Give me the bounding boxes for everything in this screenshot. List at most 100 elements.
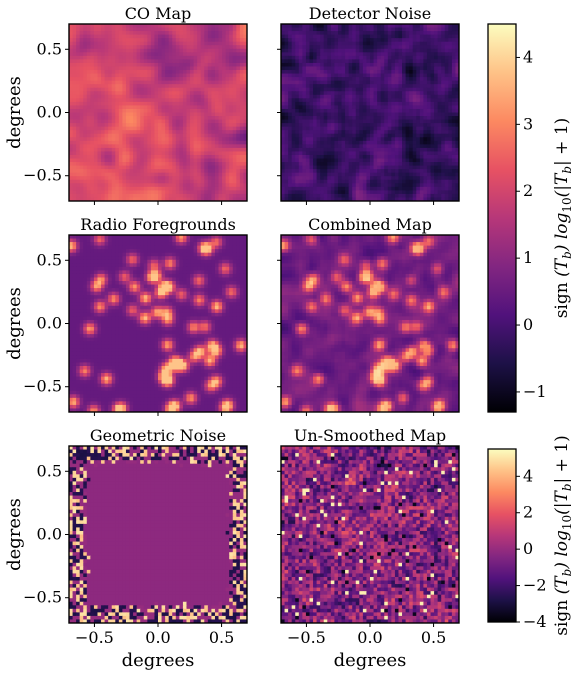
- heatmap-cell: [380, 91, 385, 96]
- heatmap-cell: [204, 123, 209, 128]
- heatmap-cell: [434, 179, 439, 184]
- heatmap-cell: [327, 126, 332, 131]
- heatmap-cell: [140, 116, 145, 121]
- heatmap-cell: [204, 73, 209, 78]
- heatmap-cell: [352, 101, 357, 107]
- heatmap-cell: [359, 105, 364, 110]
- heatmap-cell: [373, 186, 378, 191]
- heatmap-cell: [284, 176, 289, 181]
- heatmap-cell: [136, 179, 141, 184]
- heatmap-cell: [402, 55, 407, 60]
- heatmap-cell: [140, 31, 145, 36]
- heatmap-cell: [122, 197, 127, 201]
- heatmap-cell: [200, 165, 205, 170]
- heatmap-cell: [229, 94, 234, 99]
- heatmap-cell: [115, 31, 120, 36]
- heatmap-cell: [104, 73, 109, 78]
- heatmap-cell: [288, 105, 293, 110]
- heatmap-cell: [140, 105, 145, 110]
- heatmap-cell: [313, 133, 318, 138]
- heatmap-cell: [115, 190, 120, 195]
- heatmap-cell: [236, 52, 241, 57]
- heatmap-cell: [115, 169, 120, 174]
- heatmap-cell: [104, 190, 109, 195]
- heatmap-cell: [309, 84, 314, 89]
- heatmap-cell: [93, 31, 99, 36]
- heatmap-cell: [370, 66, 375, 71]
- heatmap-cell: [122, 190, 127, 195]
- heatmap-cell: [416, 162, 421, 167]
- heatmap-cell: [437, 186, 442, 191]
- heatmap-cell: [355, 158, 360, 163]
- heatmap-cell: [298, 147, 303, 153]
- heatmap-cell: [122, 80, 127, 85]
- heatmap-cell: [125, 38, 131, 43]
- heatmap-cell: [451, 98, 457, 103]
- heatmap-cell: [313, 91, 318, 96]
- heatmap-cell: [186, 140, 191, 145]
- heatmap-cell: [355, 186, 360, 191]
- heatmap-cell: [327, 172, 332, 177]
- heatmap-cell: [86, 105, 91, 110]
- heatmap-cell: [355, 197, 360, 201]
- heatmap-cell: [211, 55, 216, 60]
- heatmap-cell: [197, 66, 202, 71]
- heatmap-cell: [133, 123, 138, 128]
- heatmap-cell: [243, 133, 247, 138]
- heatmap-cell: [239, 108, 245, 114]
- heatmap-cell: [111, 158, 116, 163]
- heatmap-cell: [190, 151, 195, 156]
- heatmap-cell: [370, 144, 375, 149]
- heatmap-cell: [305, 162, 311, 167]
- heatmap-cell: [193, 94, 198, 99]
- heatmap-cell: [243, 116, 247, 121]
- heatmap-cell: [90, 41, 95, 46]
- heatmap-cell: [334, 31, 339, 36]
- heatmap-cell: [359, 98, 364, 103]
- heatmap-cell: [391, 176, 396, 181]
- heatmap-cell: [101, 38, 106, 43]
- heatmap-cell: [243, 137, 247, 142]
- heatmap-cell: [327, 77, 332, 82]
- heatmap-cell: [158, 179, 163, 184]
- heatmap-cell: [72, 186, 77, 191]
- heatmap-cell: [147, 147, 152, 153]
- heatmap-cell: [182, 108, 188, 114]
- heatmap-cell: [111, 193, 116, 199]
- heatmap-cell: [430, 101, 435, 107]
- heatmap-cell: [79, 130, 84, 135]
- heatmap-cell: [179, 179, 184, 184]
- heatmap-cell: [165, 193, 170, 199]
- heatmap-cell: [384, 179, 389, 184]
- heatmap-cell: [79, 186, 84, 191]
- heatmap-cell: [158, 119, 163, 124]
- heatmap-cell: [154, 126, 159, 131]
- heatmap-cell: [380, 151, 385, 156]
- heatmap-cell: [200, 176, 205, 181]
- heatmap-cell: [118, 80, 123, 85]
- heatmap-cell: [115, 84, 120, 89]
- heatmap-cell: [97, 34, 102, 39]
- heatmap-cell: [284, 183, 289, 188]
- heatmap-cell: [337, 59, 343, 64]
- heatmap-cell: [182, 137, 188, 142]
- heatmap-cell: [83, 158, 88, 163]
- heatmap-cell: [284, 77, 289, 82]
- heatmap-cell: [391, 154, 396, 160]
- heatmap-cell: [172, 27, 177, 32]
- heatmap-cell: [229, 169, 234, 174]
- heatmap-cell: [352, 77, 357, 82]
- heatmap-cell: [154, 183, 159, 188]
- heatmap-cell: [387, 98, 392, 103]
- heatmap-cell: [412, 190, 417, 195]
- heatmap-cell: [236, 193, 241, 199]
- heatmap-cell: [451, 59, 457, 64]
- heatmap-cell: [186, 41, 191, 46]
- heatmap-cell: [281, 176, 286, 181]
- heatmap-cell: [229, 45, 234, 50]
- heatmap-cell: [93, 55, 99, 60]
- heatmap-cell: [158, 27, 163, 32]
- heatmap-cell: [302, 137, 307, 142]
- heatmap-cell: [214, 193, 220, 199]
- heatmap-cell: [337, 162, 343, 167]
